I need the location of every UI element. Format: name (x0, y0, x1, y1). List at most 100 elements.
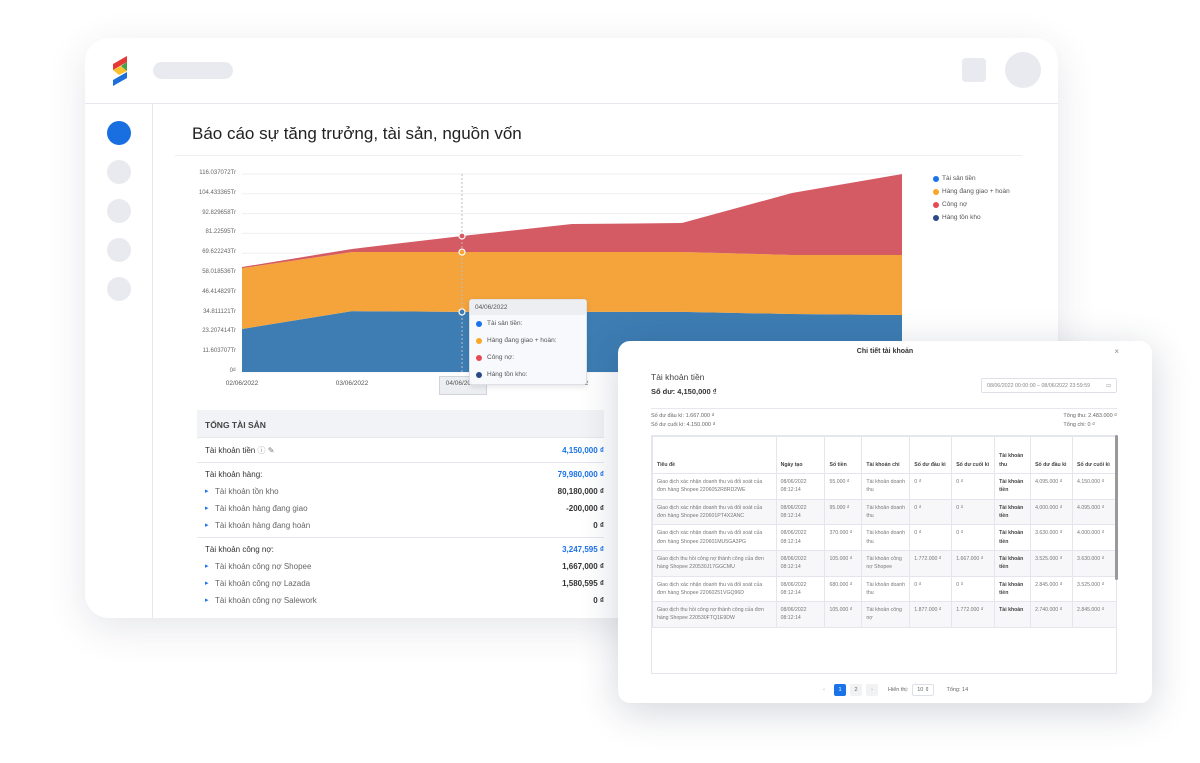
table-cell: Giao dịch thu hồi công nợ thành công của… (652, 549, 777, 577)
info-icon[interactable]: ⓘ (257, 445, 266, 455)
logo-icon (113, 56, 127, 86)
area-series-1 (242, 252, 902, 329)
page-1-button[interactable]: 1 (834, 684, 846, 696)
total-in: Tổng thu: 2.483.000 ₫ (1063, 413, 1117, 419)
page-2-button[interactable]: 2 (850, 684, 862, 696)
table-cell: 0 ₫ (909, 524, 953, 551)
goods-label: Tài khoản hàng: (205, 470, 263, 479)
x-tick-label: 04/06/2022 (445, 380, 479, 387)
avatar[interactable] (1005, 52, 1041, 88)
asset-item-value: 0 ₫ (593, 521, 604, 530)
table-cell: 0 ₫ (951, 498, 996, 526)
column-header[interactable]: Ngày tạo (775, 436, 826, 474)
asset-item-value: -200,000 ₫ (566, 504, 604, 513)
table-cell: 08/06/2022 08:12:14 (775, 549, 826, 577)
table-header: Tiêu đề Ngày tạo Số tiền Tài khoản chi Số dư… (652, 436, 1116, 474)
sidebar-item[interactable] (107, 238, 131, 262)
table-cell: 0 ₫ (951, 473, 996, 500)
table-cell: 370.000 ₫ (824, 524, 863, 551)
table-cell: Giao dịch xác nhận doanh thu và đối soát… (652, 498, 777, 526)
table-cell: 0 ₫ (909, 473, 953, 500)
asset-item-label[interactable]: Tài khoản công nợ Shopee (205, 562, 311, 571)
legend-item[interactable]: Hàng tồn kho (933, 211, 1010, 224)
next-page-button[interactable]: › (866, 684, 878, 696)
y-tick-label: 0₫ (229, 368, 236, 374)
assets-panel: TỔNG TÀI SẢN Tài khoản tiền ⓘ ✎ 4,150,00… (197, 410, 604, 610)
account-name: Tài khoản tiền (651, 372, 705, 382)
table-row[interactable]: Giao dịch xác nhận doanh thu và đối soát… (652, 498, 1116, 526)
asset-item-label[interactable]: Tài khoản hàng đang hoàn (205, 521, 310, 530)
notification-button[interactable] (962, 58, 986, 82)
dot-icon (476, 354, 482, 361)
table-cell: Giao dịch xác nhận doanh thu và đối soát… (652, 575, 777, 603)
cash-row: Tài khoản tiền ⓘ ✎ 4,150,000 ₫ (197, 438, 604, 462)
sidebar-item-active[interactable] (107, 121, 131, 145)
search-placeholder[interactable] (153, 62, 233, 79)
page-title: Báo cáo sự tăng trưởng, tài sản, nguồn v… (192, 124, 522, 143)
table-cell: 2.740.000 ₫ (1030, 601, 1073, 628)
edit-icon[interactable]: ✎ (267, 445, 275, 455)
table-row[interactable]: Giao dịch thu hồi công nợ thành công của… (652, 549, 1116, 577)
table-cell: 0 ₫ (951, 524, 996, 551)
data-point-marker (458, 308, 466, 316)
asset-item-value: 1,667,000 ₫ (562, 562, 604, 571)
table-row[interactable]: Giao dịch xác nhận doanh thu và đối soát… (652, 575, 1116, 603)
cash-label: Tài khoản tiền (205, 445, 256, 455)
account-detail-modal: Chi tiết tài khoản × Tài khoản tiền Số d… (618, 341, 1152, 703)
table-cell: Tài khoản doanh thu (861, 575, 911, 603)
scrollbar[interactable] (1115, 435, 1118, 580)
column-header[interactable]: Số dư cuối kì (1072, 436, 1116, 474)
x-tick-label: 03/06/2022 (335, 380, 369, 387)
y-tick-label: 23.207414Tr (202, 328, 236, 335)
sidebar-item[interactable] (107, 160, 131, 184)
table-row[interactable]: Giao dịch xác nhận doanh thu và đối soát… (652, 473, 1116, 500)
asset-item-label[interactable]: Tài khoản công nợ Salework (205, 596, 317, 605)
column-header[interactable]: Tiêu đề (652, 436, 777, 474)
table-row[interactable]: Giao dịch thu hồi công nợ thành công của… (652, 601, 1116, 628)
legend-item[interactable]: Công nợ (933, 198, 1010, 211)
column-header[interactable]: Số dư đầu kì (909, 436, 953, 474)
debt-value: 3,247,595 ₫ (562, 545, 604, 554)
date-range-picker[interactable]: 08/06/2022 00:00:00 – 08/06/2022 23:59:5… (981, 378, 1117, 393)
asset-item-value: 0 ₫ (593, 596, 604, 605)
sidebar-item[interactable] (107, 277, 131, 301)
date-range-value: 08/06/2022 00:00:00 – 08/06/2022 23:59:5… (987, 383, 1091, 389)
tooltip-row: Tài sản tiền: (487, 320, 523, 327)
close-icon[interactable]: × (1114, 347, 1119, 356)
table-cell: Tài khoản doanh thu (861, 524, 911, 551)
asset-item-label[interactable]: Tài khoản tồn kho (205, 487, 279, 496)
table-cell: Tài khoản tiền (994, 473, 1032, 500)
dot-icon (476, 371, 482, 378)
legend-item[interactable]: Hàng đang giao + hoàn (933, 185, 1010, 198)
dot-icon (476, 320, 482, 327)
app-window: Báo cáo sự tăng trưởng, tài sản, nguồn v… (85, 38, 1058, 618)
table-cell: 55.000 ₫ (824, 473, 863, 500)
table-cell: 3.630.000 ₫ (1072, 549, 1116, 577)
column-header[interactable]: Số tiền (824, 436, 863, 474)
divider (651, 408, 1117, 409)
table-cell: 3.525.000 ₫ (1030, 549, 1073, 577)
table-cell: Tài khoản (994, 601, 1032, 628)
asset-item-label[interactable]: Tài khoản công nợ Lazada (205, 579, 310, 588)
column-header[interactable]: Số dư đầu kì (1030, 436, 1073, 474)
sidebar-item[interactable] (107, 199, 131, 223)
total-out: Tổng chi: 0 ₫ (1063, 422, 1095, 428)
y-tick-label: 104.433365Tr (198, 189, 236, 196)
goods-value: 79,980,000 ₫ (557, 470, 604, 479)
table-row[interactable]: Giao dịch xác nhận doanh thu và đối soát… (652, 524, 1116, 551)
table-cell: 95.000 ₫ (824, 498, 863, 526)
table-cell: 08/06/2022 08:12:14 (775, 473, 826, 500)
table-cell: Tài khoản công nợ Shopee (861, 549, 911, 577)
column-header[interactable]: Tài khoản chi (861, 436, 911, 474)
asset-item-label[interactable]: Tài khoản hàng đang giao (205, 504, 308, 513)
y-tick-label: 81.22595Tr (205, 229, 236, 236)
column-header[interactable]: Tài khoản thu (994, 436, 1032, 474)
legend-item[interactable]: Tài sản tiền (933, 172, 1010, 185)
tooltip-date: 04/06/2022 (470, 300, 586, 315)
prev-page-button[interactable]: ‹ (823, 687, 825, 693)
page-size-select[interactable]: 10 ⇕ (912, 684, 935, 696)
tooltip-row: Hàng đang giao + hoàn: (487, 337, 557, 344)
table-cell: 08/06/2022 08:12:14 (775, 498, 826, 526)
column-header[interactable]: Số dư cuối kì (951, 436, 996, 474)
table-cell: 1.877.000 ₫ (909, 601, 953, 628)
